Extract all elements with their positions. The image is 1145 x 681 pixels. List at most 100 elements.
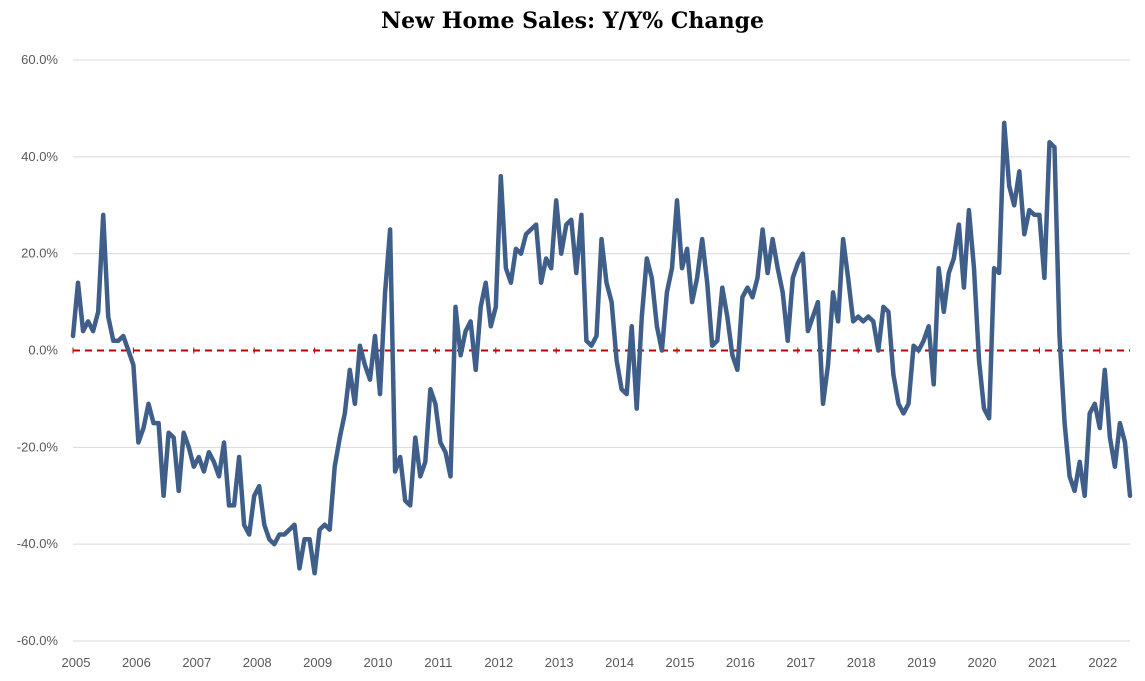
data-point bbox=[715, 339, 719, 343]
data-point bbox=[901, 411, 906, 415]
data-point bbox=[620, 387, 624, 391]
data-point bbox=[237, 455, 241, 459]
data-point bbox=[1032, 213, 1036, 217]
x-tick-label: 2017 bbox=[786, 655, 815, 670]
data-point bbox=[761, 227, 765, 232]
x-tick-label: 2020 bbox=[968, 655, 997, 670]
data-point bbox=[1078, 460, 1082, 464]
x-tick-label: 2006 bbox=[122, 655, 151, 670]
x-tick-label: 2018 bbox=[847, 655, 876, 670]
data-point bbox=[167, 431, 171, 435]
data-point bbox=[348, 368, 352, 372]
data-point bbox=[131, 363, 135, 367]
data-point bbox=[287, 528, 291, 532]
data-point bbox=[1113, 465, 1117, 469]
data-point bbox=[182, 431, 186, 435]
data-point bbox=[574, 271, 578, 275]
data-point bbox=[776, 266, 780, 270]
data-point bbox=[504, 266, 508, 270]
data-point bbox=[242, 523, 246, 527]
data-point bbox=[96, 310, 100, 314]
y-tick-label: 20.0% bbox=[21, 246, 58, 261]
data-point bbox=[836, 319, 840, 323]
data-point bbox=[313, 571, 317, 575]
data-point bbox=[977, 358, 981, 362]
data-point bbox=[952, 256, 956, 261]
data-point bbox=[272, 542, 276, 546]
data-point bbox=[418, 474, 422, 478]
chart-title: New Home Sales: Y/Y% Change bbox=[381, 8, 764, 34]
data-point bbox=[1063, 421, 1067, 425]
data-point bbox=[710, 344, 714, 348]
data-point bbox=[695, 276, 699, 280]
data-point bbox=[947, 271, 951, 275]
data-point bbox=[1128, 494, 1132, 498]
data-point bbox=[750, 295, 755, 299]
data-point bbox=[459, 353, 463, 357]
data-point bbox=[615, 358, 619, 362]
data-point bbox=[1022, 232, 1026, 236]
data-point bbox=[881, 305, 886, 309]
data-point bbox=[262, 523, 266, 527]
data-point bbox=[162, 494, 166, 498]
data-point bbox=[267, 537, 271, 541]
data-point bbox=[318, 528, 322, 532]
data-point bbox=[630, 324, 634, 328]
data-point bbox=[383, 290, 387, 294]
data-point bbox=[197, 455, 201, 459]
zero-reference-line bbox=[72, 347, 1130, 354]
y-tick-label: -40.0% bbox=[17, 536, 59, 551]
data-point bbox=[604, 281, 609, 285]
data-point bbox=[187, 445, 191, 449]
x-tick-label: 2010 bbox=[364, 655, 393, 670]
x-tick-label: 2019 bbox=[907, 655, 936, 670]
data-point bbox=[967, 208, 971, 212]
data-point bbox=[680, 266, 684, 270]
data-point bbox=[594, 334, 599, 338]
data-point bbox=[771, 237, 775, 241]
data-point bbox=[972, 266, 976, 270]
data-point bbox=[413, 436, 417, 440]
data-point bbox=[1057, 334, 1062, 338]
data-point bbox=[786, 339, 790, 343]
data-point bbox=[207, 450, 211, 454]
data-point bbox=[660, 348, 664, 353]
x-tick-label: 2022 bbox=[1088, 655, 1117, 670]
y-tick-label: 60.0% bbox=[21, 52, 58, 67]
data-point bbox=[469, 319, 473, 323]
data-point bbox=[423, 460, 427, 464]
data-point bbox=[464, 329, 468, 333]
data-point bbox=[222, 440, 226, 445]
data-point bbox=[106, 315, 110, 319]
data-point bbox=[685, 247, 689, 251]
data-point bbox=[71, 334, 75, 338]
data-point bbox=[257, 484, 261, 488]
data-point bbox=[766, 271, 770, 275]
data-point bbox=[690, 300, 694, 304]
data-point bbox=[428, 387, 432, 391]
data-point bbox=[1052, 145, 1057, 149]
data-point bbox=[932, 382, 936, 386]
data-point bbox=[338, 436, 342, 440]
data-point bbox=[816, 300, 820, 304]
data-point bbox=[866, 315, 870, 319]
data-point bbox=[378, 392, 382, 396]
data-point bbox=[806, 329, 810, 333]
data-point bbox=[1042, 276, 1046, 280]
data-point bbox=[489, 324, 493, 328]
data-point bbox=[363, 363, 367, 367]
data-point bbox=[826, 363, 830, 367]
data-point bbox=[302, 537, 307, 541]
data-point bbox=[700, 237, 704, 241]
y-axis-tick-labels: 60.0% 40.0% 20.0% 0.0% -20.0% -40.0% -60.0% bbox=[17, 52, 59, 648]
data-point bbox=[735, 368, 740, 372]
data-point bbox=[177, 489, 181, 493]
data-point bbox=[534, 223, 538, 227]
data-point bbox=[277, 532, 281, 537]
data-point bbox=[987, 416, 991, 420]
data-point bbox=[388, 227, 392, 232]
data-point bbox=[353, 402, 357, 406]
data-point bbox=[292, 523, 297, 527]
data-point bbox=[1037, 213, 1041, 217]
data-point bbox=[333, 465, 337, 469]
